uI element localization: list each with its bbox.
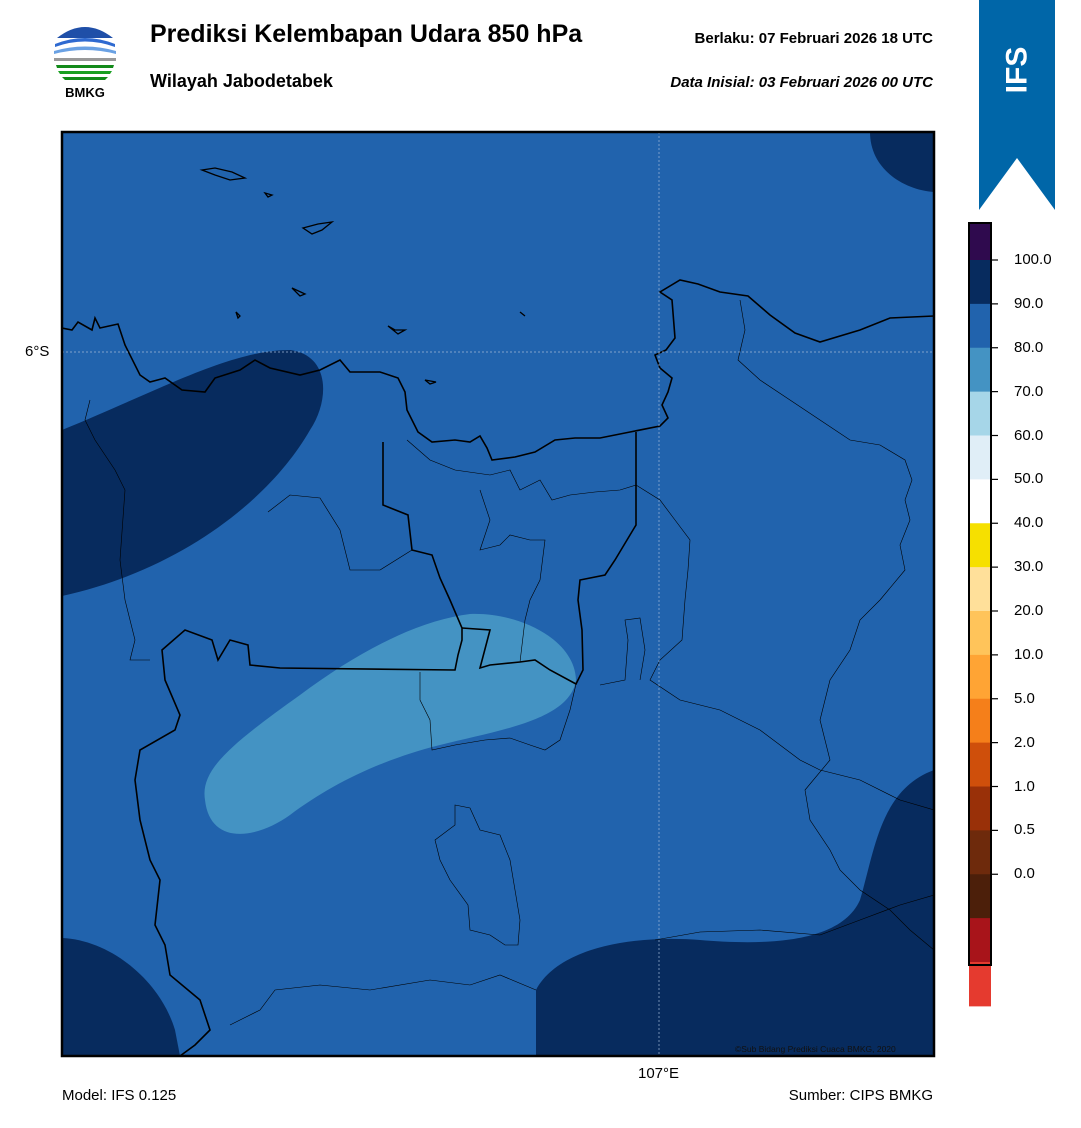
colorbar-segment: [969, 260, 991, 305]
map-credit: ©Sub Bidang Prediksi Cuaca BMKG, 2020: [735, 1044, 896, 1054]
colorbar: [968, 222, 998, 1007]
colorbar-label: 10.0: [1014, 645, 1044, 663]
colorbar-segment: [969, 523, 991, 568]
ifs-banner: [979, 0, 1055, 210]
initial-data-time: Data Inisial: 03 Februari 2026 00 UTC: [670, 74, 933, 91]
admin-borders: [84, 299, 934, 1026]
longitude-label: 107°E: [638, 1065, 680, 1082]
model-label: Model: IFS 0.125: [62, 1087, 177, 1104]
coastline: [62, 279, 934, 1056]
colorbar-label: 0.0: [1014, 865, 1035, 883]
humidity-zone-dark-southeast: [536, 770, 934, 1056]
humidity-zone-light-central: [204, 613, 576, 834]
colorbar-label: 60.0: [1014, 426, 1044, 444]
colorbar-segment: [969, 962, 991, 1007]
chart-subtitle: Wilayah Jabodetabek: [150, 71, 333, 91]
humidity-zone-dark-southwest: [62, 938, 180, 1056]
colorbar-label: 20.0: [1014, 602, 1044, 619]
colorbar-segment: [969, 347, 991, 393]
colorbar-segment: [969, 391, 991, 436]
colorbar-segment: [969, 918, 991, 963]
map-background: [62, 132, 934, 1056]
colorbar-segment: [969, 223, 991, 261]
islands: [199, 167, 526, 385]
colorbar-label: 80.0: [1014, 338, 1044, 356]
colorbar-segment: [969, 654, 991, 700]
colorbar-segment: [969, 479, 991, 524]
colorbar-segment: [969, 698, 991, 744]
valid-time: Berlaku: 07 Februari 2026 18 UTC: [694, 30, 933, 47]
colorbar-label: 5.0: [1014, 689, 1035, 707]
colorbar-label: 30.0: [1014, 558, 1044, 576]
latitude-label: 6°S: [25, 343, 50, 360]
colorbar-segment: [969, 830, 991, 875]
colorbar-segment: [969, 611, 991, 656]
humidity-zone-dark-northwest: [62, 350, 324, 596]
colorbar-label: 90.0: [1014, 294, 1044, 312]
colorbar-label: 100.0: [1014, 251, 1052, 268]
bmkg-logo-icon: [54, 25, 116, 87]
humidity-zone-dark-northeast: [870, 132, 934, 192]
colorbar-label: 50.0: [1014, 470, 1044, 488]
logo-text: BMKG: [65, 85, 105, 100]
colorbar-segment: [969, 303, 991, 349]
colorbar-segment: [969, 435, 991, 480]
source-label: Sumber: CIPS BMKG: [788, 1087, 933, 1104]
colorbar-label: 0.5: [1014, 821, 1035, 839]
colorbar-label: 2.0: [1014, 733, 1035, 751]
colorbar-segment: [969, 874, 991, 919]
colorbar-label: 40.0: [1014, 514, 1044, 532]
colorbar-segment: [969, 742, 991, 787]
colorbar-label: 70.0: [1014, 382, 1044, 400]
colorbar-label: 1.0: [1014, 777, 1035, 795]
colorbar-segment: [969, 567, 991, 612]
chart-title: Prediksi Kelembapan Udara 850 hPa: [150, 20, 583, 48]
colorbar-segment: [969, 786, 991, 831]
map-frame: [60, 130, 936, 1058]
